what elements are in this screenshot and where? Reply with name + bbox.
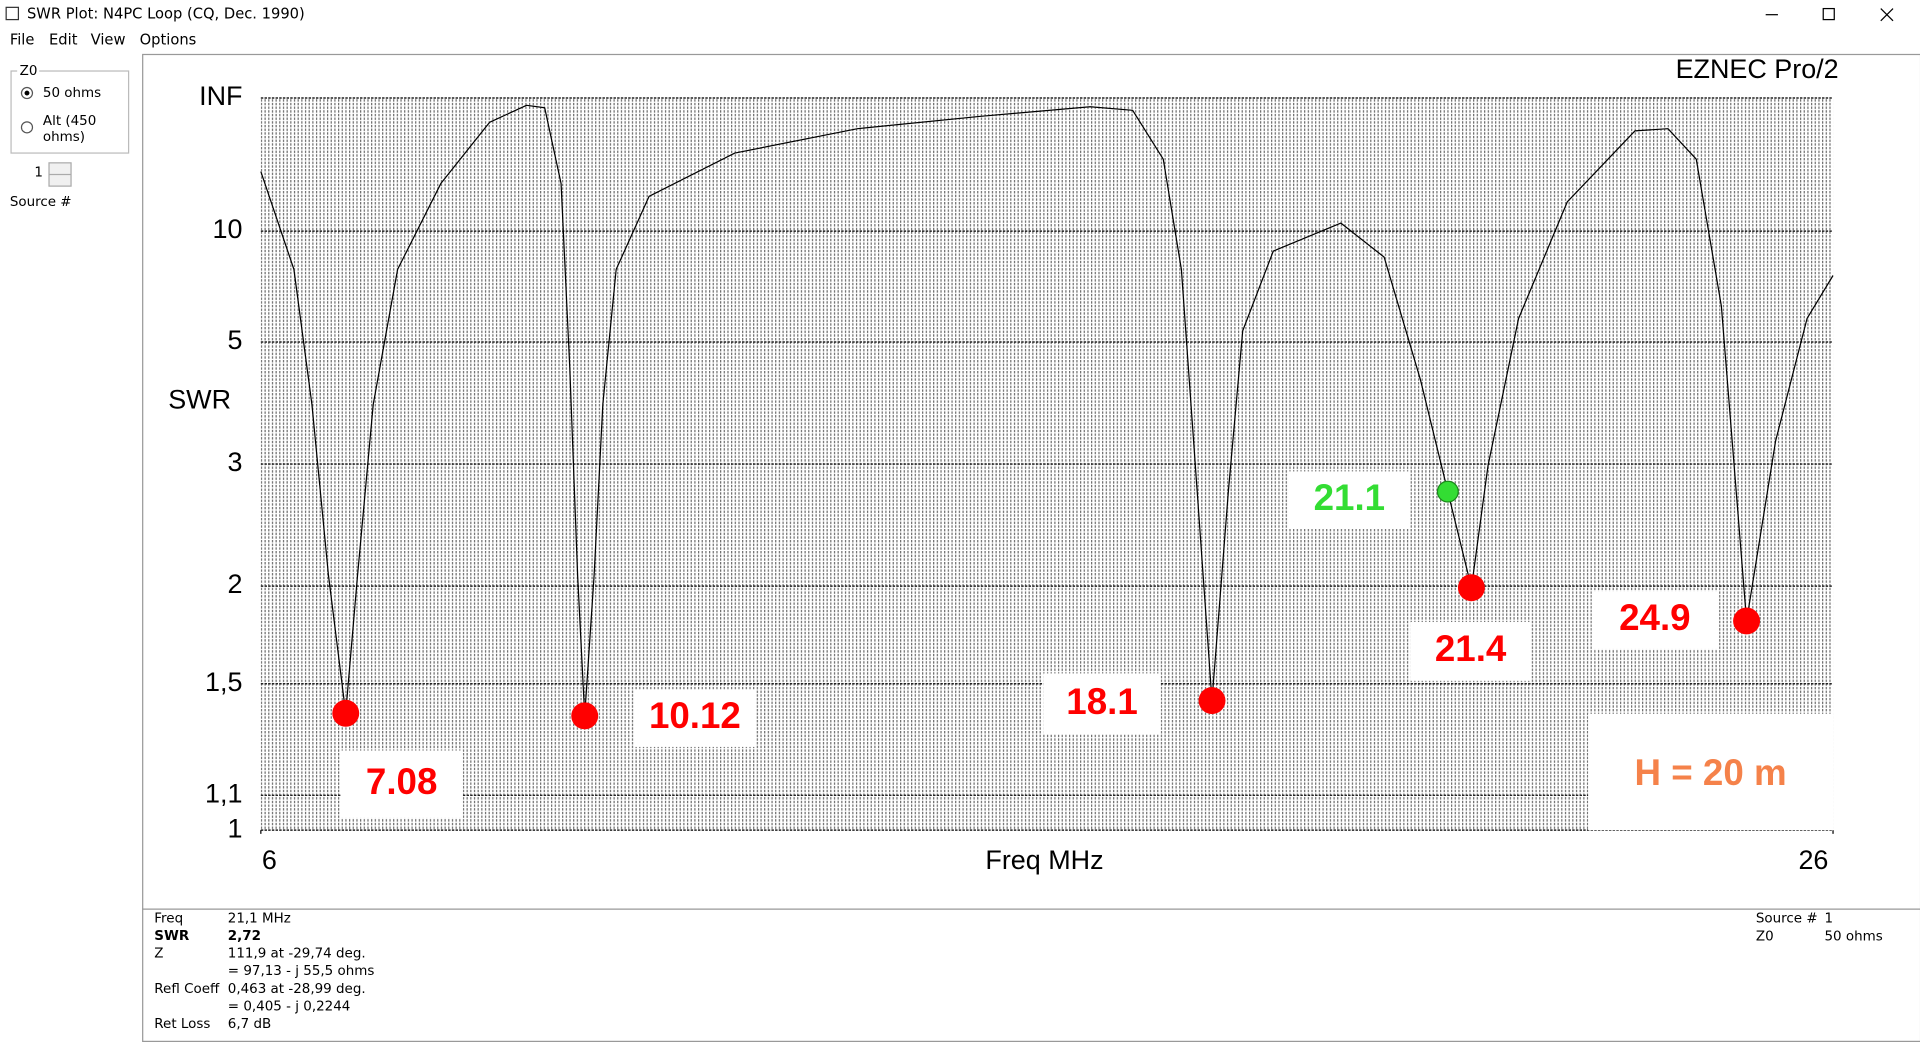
marker [1733,607,1761,635]
status-value: 2,72 [228,929,261,944]
marker-label-box [634,689,756,747]
y-axis-label: SWR [168,385,231,415]
y-tick-label: INF [199,81,242,111]
group-label: Z0 [20,64,38,79]
status-label: Refl Coeff [154,982,220,997]
menu-item[interactable]: Edit [49,31,78,48]
y-tick-label: 5 [227,325,242,355]
status: Freq 21,1 MHz SWR 2,72 Z 111,9 at -29,74 deg.… [154,911,1882,1032]
radio-button[interactable] [20,121,34,134]
status-panel [142,908,1920,1042]
status-label: Ret Loss [154,1017,210,1032]
annotation: H = 20 m [1635,752,1787,793]
y-tick-label: 2 [227,569,242,599]
radio-label: ohms) [43,130,85,145]
status-label: Z [154,947,163,962]
annotation-box [1588,713,1834,831]
marker-label: 24.9 [1619,597,1690,638]
title-bar [0,0,1920,29]
status-value: 6,7 dB [228,1017,271,1032]
marker-label-box [340,750,463,818]
marker-label: 21.4 [1435,628,1507,669]
status-value: 21,1 MHz [228,911,291,926]
menu-item[interactable]: View [91,31,126,48]
restore-button[interactable] [1822,7,1835,21]
group-label-bg [17,64,40,78]
marker [332,699,360,727]
marker-label: 18.1 [1066,681,1137,722]
y-tick-label: 1,1 [205,778,242,808]
status-label: SWR [154,929,190,944]
source-label: Source # [10,195,72,210]
status-value: 50 ohms [1824,930,1882,945]
status-label: Freq [154,911,183,926]
radio-label: Alt (450 [43,114,96,129]
app-icon [5,6,20,21]
status-label: Source # [1756,911,1818,926]
menu-bar: File Edit View Options [10,31,196,48]
x-tick-label: 6 [262,845,277,875]
y-tick-label: 10 [213,214,243,244]
menu-item[interactable]: File [10,31,35,48]
y-tick-label: 1,5 [205,667,242,697]
radio-dot [24,90,30,96]
x-tick-label: 26 [1798,845,1828,875]
marker [1436,480,1459,503]
y-tick-label: 3 [227,447,242,477]
y-tick-label: 1 [227,813,242,843]
marker [1198,687,1226,715]
marker-label-box [1043,673,1161,735]
swr-curve [260,104,1834,717]
status-value: 1 [1824,911,1833,926]
status-value: = 0,405 - j 0,2244 [228,999,351,1014]
marker-label: 10.12 [649,695,741,736]
close-button[interactable] [1880,8,1894,22]
status-label: Z0 [1756,930,1774,945]
radio-label: 50 ohms [43,86,101,101]
marker-label-box [1591,591,1718,649]
source-value: 1 [34,166,43,181]
marker-label: 7.08 [366,761,437,802]
status-value: = 97,13 - j 55,5 ohms [228,964,375,979]
chart: 1 1,1 1,5 2 3 5 10 INF 6 26 H = 20 m 7.08 10.12 18.1 2… [199,81,1834,875]
status-value: 0,463 at -28,99 deg. [228,982,366,997]
marker [1457,574,1485,602]
z0-group [10,70,130,154]
menu-item[interactable]: Options [140,31,197,48]
marker-label: 21.1 [1314,477,1385,518]
marker-label-box [1288,471,1411,529]
status-value: 111,9 at -29,74 deg. [228,947,366,962]
brand: EZNEC Pro/2 [1676,54,1839,84]
marker-label-box [1410,622,1531,681]
window-title: SWR Plot: N4PC Loop (CQ, Dec. 1990) [27,6,305,23]
x-axis-label: Freq MHz [985,845,1103,875]
marker [571,702,599,730]
